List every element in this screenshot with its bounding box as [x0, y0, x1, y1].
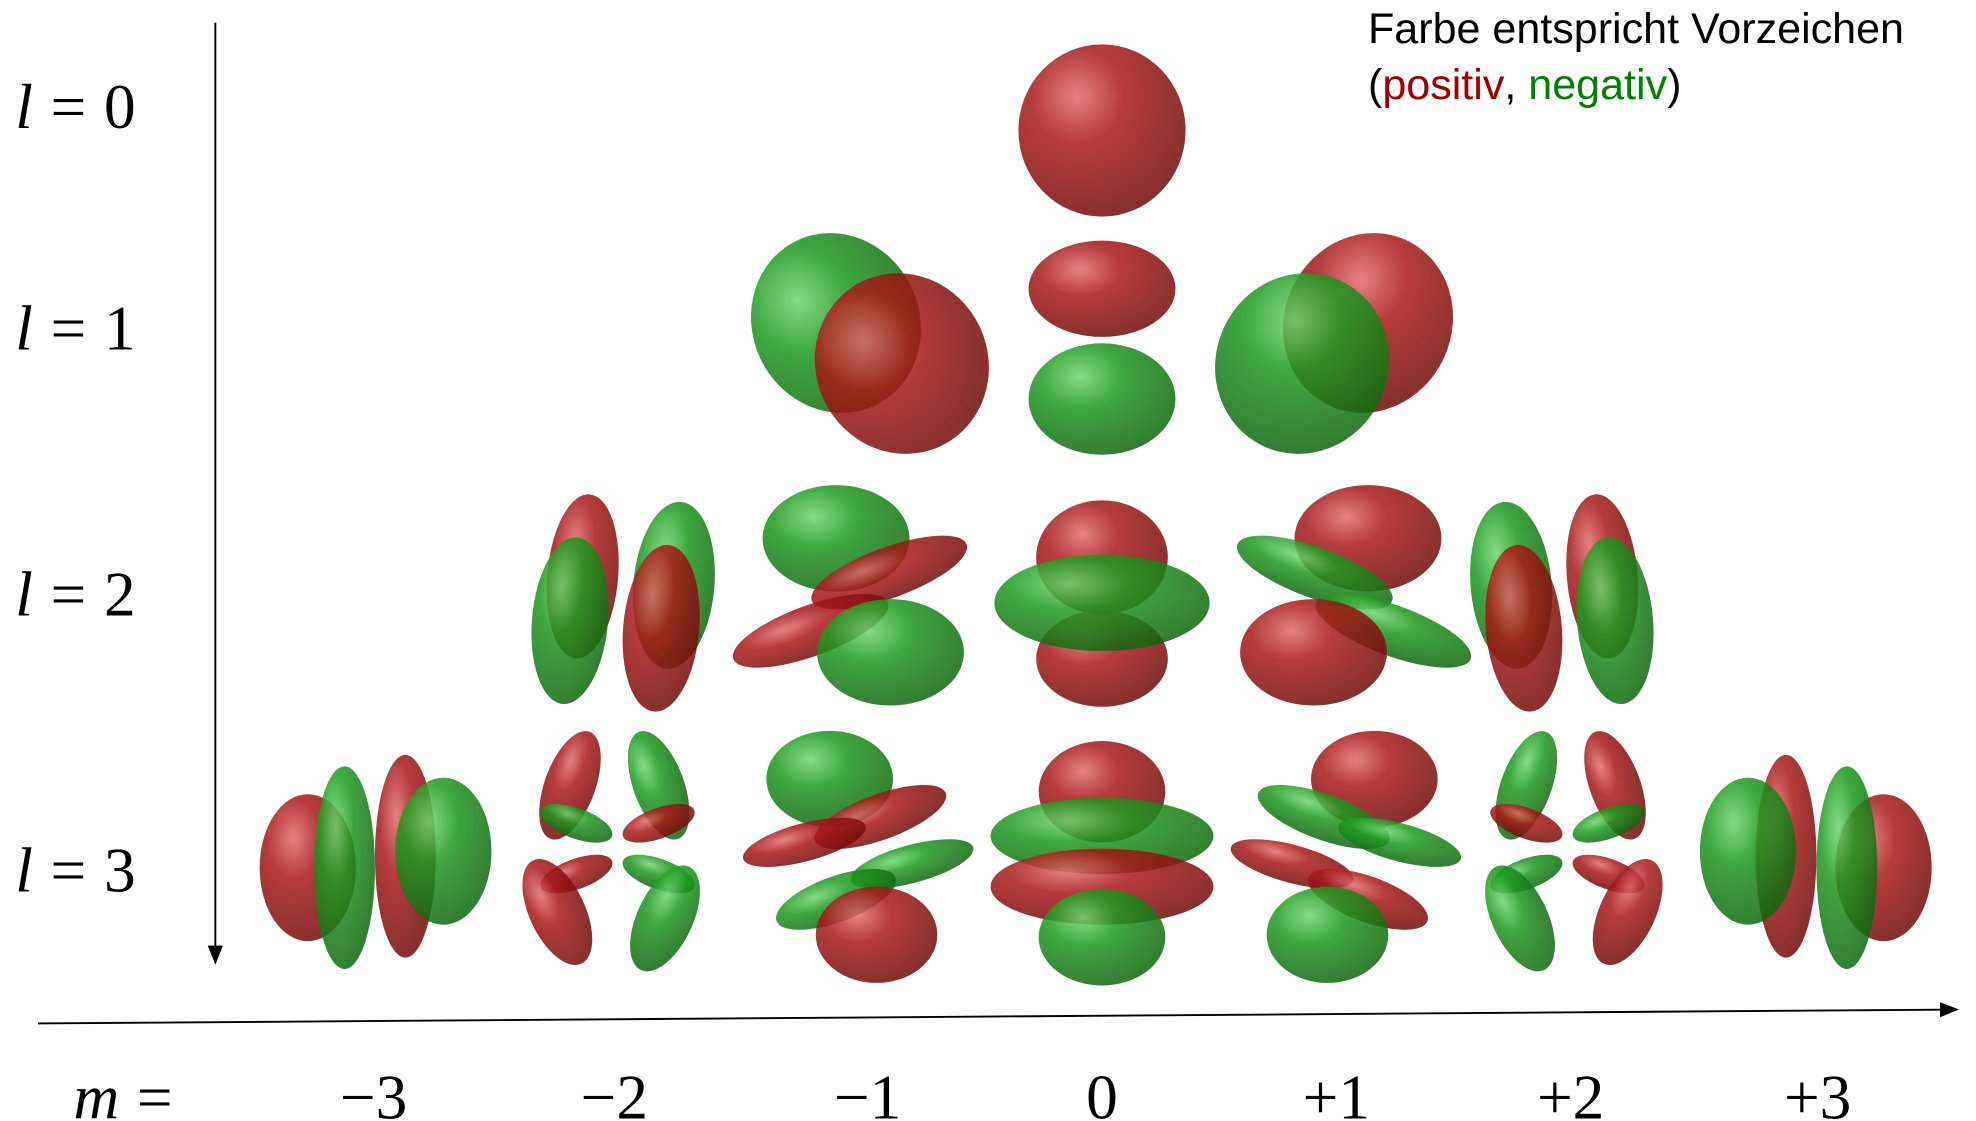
negative-lobe [1267, 887, 1389, 983]
l-symbol: l [15, 836, 33, 906]
l-value: 1 [104, 294, 136, 364]
l-value: 0 [104, 72, 136, 142]
l-value: 3 [104, 836, 136, 906]
positive-lobe [1029, 241, 1176, 337]
negative-lobe [395, 778, 491, 925]
l-symbol: l [15, 294, 33, 364]
m-value: +1 [1303, 1062, 1370, 1121]
l-value: 2 [104, 560, 136, 630]
l-label: l =2 [15, 560, 135, 630]
m-label: m= [73, 1062, 172, 1121]
m-relation: = [137, 1062, 173, 1121]
negative-lobe [1039, 889, 1166, 985]
l-relation: = [51, 836, 87, 906]
positive-lobe [816, 887, 938, 983]
m-value: +2 [1537, 1062, 1604, 1121]
m-value: +3 [1784, 1062, 1851, 1121]
l-label: l =3 [15, 836, 135, 906]
positive-lobe [1240, 599, 1387, 705]
legend-title: Farbe entspricht Vorzeichen [1368, 5, 1904, 53]
legend-open: ( [1368, 61, 1383, 109]
negative-lobe [1700, 778, 1796, 925]
l-symbol: l [15, 72, 33, 142]
legend-negative: negativ [1528, 61, 1667, 109]
legend-separator: , [1504, 61, 1528, 109]
l-label: l =0 [15, 72, 135, 142]
page: Farbe entspricht Vorzeichen (positiv, ne… [0, 0, 1976, 1121]
legend-positive: positiv [1382, 61, 1504, 109]
negative-lobe [1029, 343, 1176, 454]
m-symbol: m [73, 1062, 119, 1121]
m-value: 0 [1086, 1062, 1118, 1121]
negative-lobe [314, 766, 375, 969]
m-value: −2 [581, 1062, 648, 1121]
diagram: Farbe entspricht Vorzeichen (positiv, ne… [0, 0, 1976, 1121]
m-value: −1 [834, 1062, 901, 1121]
m-value: −3 [340, 1062, 407, 1121]
l-label: l =1 [15, 294, 135, 364]
l-symbol: l [15, 560, 33, 630]
m-axis-arrow [38, 1010, 1957, 1024]
orbitals [260, 44, 1932, 985]
negative-lobe [994, 555, 1209, 651]
l-relation: = [51, 560, 87, 630]
l-relation: = [51, 72, 87, 142]
negative-lobe [1816, 766, 1877, 969]
legend-colors: (positiv, negativ) [1368, 61, 1681, 109]
legend-close: ) [1667, 61, 1681, 109]
positive-lobe [1018, 44, 1185, 216]
negative-lobe [817, 599, 964, 705]
l-relation: = [51, 294, 87, 364]
